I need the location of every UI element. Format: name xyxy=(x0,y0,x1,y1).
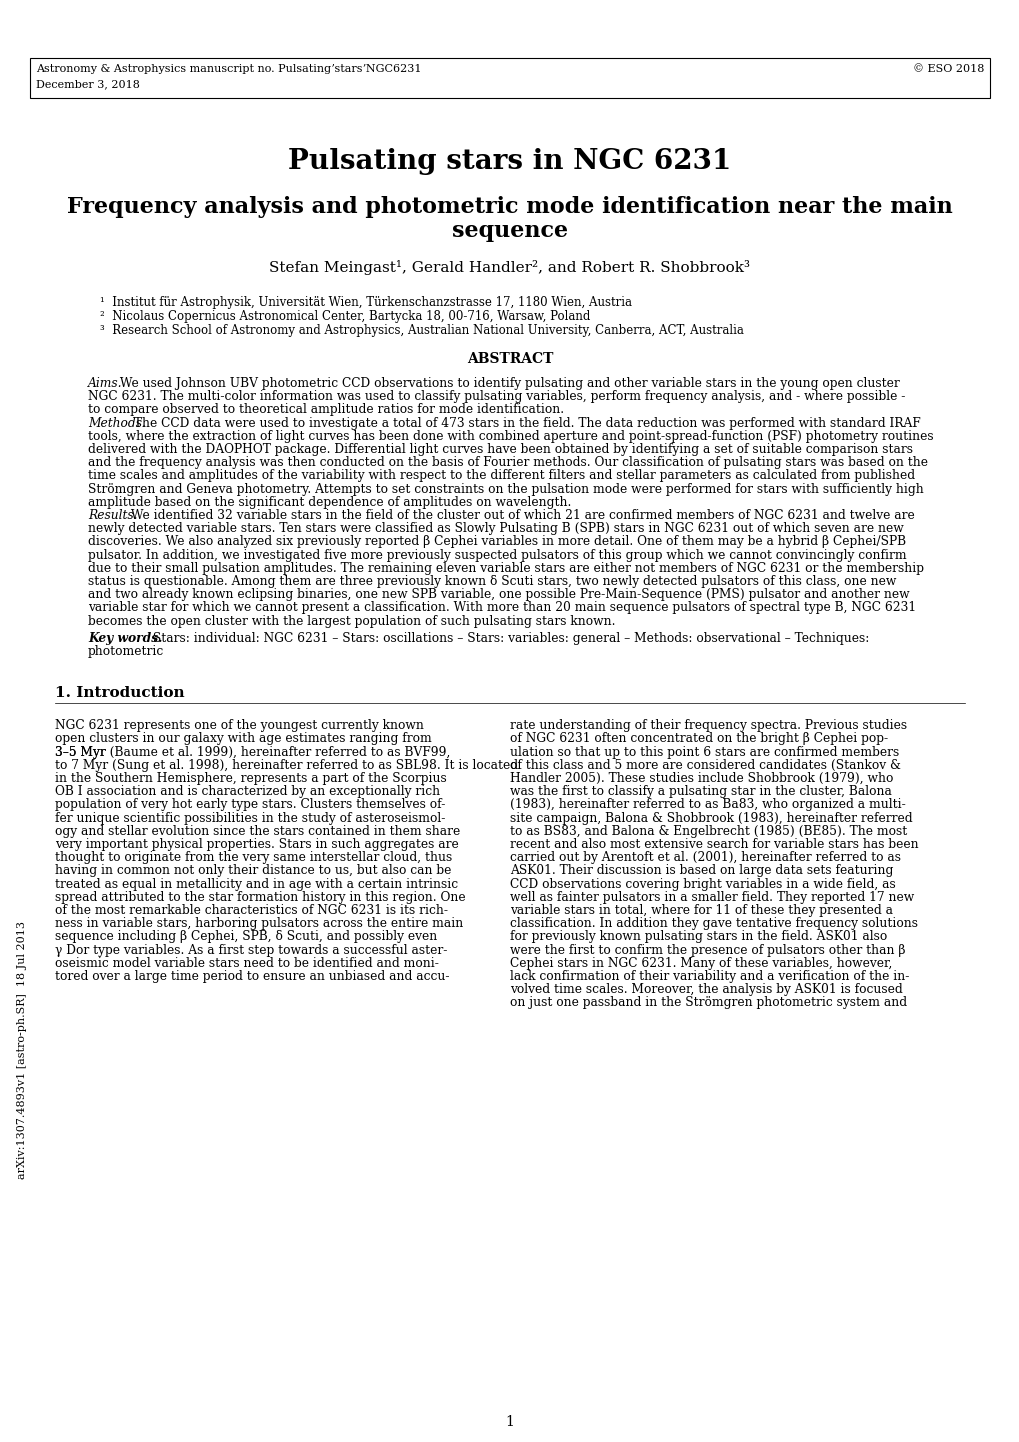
Text: classification. In addition they gave tentative frequency solutions: classification. In addition they gave te… xyxy=(510,917,917,930)
Text: population of very hot early type stars. Clusters themselves of-: population of very hot early type stars.… xyxy=(55,799,445,812)
Text: 3–5 Myr (Baume et al. 1999), hereinafter referred to as BVF99,: 3–5 Myr (Baume et al. 1999), hereinafter… xyxy=(55,746,450,758)
Text: Astronomy & Astrophysics manuscript no. PulsatingʼstarsʼNGC6231: Astronomy & Astrophysics manuscript no. … xyxy=(36,63,421,74)
Text: Strömgren and Geneva photometry. Attempts to set constraints on the pulsation mo: Strömgren and Geneva photometry. Attempt… xyxy=(88,483,923,496)
Text: to compare observed to theoretical amplitude ratios for mode identification.: to compare observed to theoretical ampli… xyxy=(88,404,564,417)
Bar xyxy=(30,58,989,98)
Text: of the most remarkable characteristics of NGC 6231 is its rich-: of the most remarkable characteristics o… xyxy=(55,904,447,917)
Text: for previously known pulsating stars in the field. ASK01 also: for previously known pulsating stars in … xyxy=(510,930,887,943)
Text: December 3, 2018: December 3, 2018 xyxy=(36,79,140,89)
Text: thought to originate from the very same interstellar cloud, thus: thought to originate from the very same … xyxy=(55,851,451,864)
Text: ³  Research School of Astronomy and Astrophysics, Australian National University: ³ Research School of Astronomy and Astro… xyxy=(100,324,743,337)
Text: γ Dor type variables. As a first step towards a successful aster-: γ Dor type variables. As a first step to… xyxy=(55,943,447,956)
Text: carried out by Arentoft et al. (2001), hereinafter referred to as: carried out by Arentoft et al. (2001), h… xyxy=(510,851,900,864)
Text: arXiv:1307.4893v1 [astro-ph.SR]  18 Jul 2013: arXiv:1307.4893v1 [astro-ph.SR] 18 Jul 2… xyxy=(17,921,26,1180)
Text: 1. Introduction: 1. Introduction xyxy=(55,686,184,701)
Text: fer unique scientific possibilities in the study of asteroseismol-: fer unique scientific possibilities in t… xyxy=(55,812,445,825)
Text: variable stars in total, where for 11 of these they presented a: variable stars in total, where for 11 of… xyxy=(510,904,892,917)
Text: to as BS83, and Balona & Engelbrecht (1985) (BE85). The most: to as BS83, and Balona & Engelbrecht (19… xyxy=(510,825,906,838)
Text: Stefan Meingast¹, Gerald Handler², and Robert R. Shobbrook³: Stefan Meingast¹, Gerald Handler², and R… xyxy=(269,260,750,275)
Text: status is questionable. Among them are three previously known δ Scuti stars, two: status is questionable. Among them are t… xyxy=(88,575,896,588)
Text: were the first to confirm the presence of pulsators other than β: were the first to confirm the presence o… xyxy=(510,943,905,956)
Text: Key words.: Key words. xyxy=(88,632,162,645)
Text: ogy and stellar evolution since the stars contained in them share: ogy and stellar evolution since the star… xyxy=(55,825,460,838)
Text: rate understanding of their frequency spectra. Previous studies: rate understanding of their frequency sp… xyxy=(510,720,906,733)
Text: of this class and 5 more are considered candidates (Stankov &: of this class and 5 more are considered … xyxy=(510,758,900,771)
Text: Stars: individual: NGC 6231 – Stars: oscillations – Stars: variables: general – : Stars: individual: NGC 6231 – Stars: osc… xyxy=(149,632,868,645)
Text: having in common not only their distance to us, but also can be: having in common not only their distance… xyxy=(55,864,451,877)
Text: variable star for which we cannot present a classification. With more than 20 ma: variable star for which we cannot presen… xyxy=(88,601,915,614)
Text: Results.: Results. xyxy=(88,509,138,522)
Text: 1: 1 xyxy=(505,1415,514,1429)
Text: discoveries. We also analyzed six previously reported β Cephei variables in more: discoveries. We also analyzed six previo… xyxy=(88,535,905,548)
Text: (1983), hereinafter referred to as Ba83, who organized a multi-: (1983), hereinafter referred to as Ba83,… xyxy=(510,799,905,812)
Text: delivered with the DAOPHOT package. Differential light curves have been obtained: delivered with the DAOPHOT package. Diff… xyxy=(88,443,912,456)
Text: and the frequency analysis was then conducted on the basis of Fourier methods. O: and the frequency analysis was then cond… xyxy=(88,456,927,469)
Text: © ESO 2018: © ESO 2018 xyxy=(912,63,983,74)
Text: ulation so that up to this point 6 stars are confirmed members: ulation so that up to this point 6 stars… xyxy=(510,746,899,758)
Text: ness in variable stars, harboring pulsators across the entire main: ness in variable stars, harboring pulsat… xyxy=(55,917,463,930)
Text: of NGC 6231 often concentrated on the bright β Cephei pop-: of NGC 6231 often concentrated on the br… xyxy=(510,733,888,746)
Text: ABSTRACT: ABSTRACT xyxy=(467,352,552,366)
Text: sequence: sequence xyxy=(451,221,568,242)
Text: on just one passband in the Strömgren photometric system and: on just one passband in the Strömgren ph… xyxy=(510,996,906,1009)
Text: newly detected variable stars. Ten stars were classified as Slowly Pulsating B (: newly detected variable stars. Ten stars… xyxy=(88,522,903,535)
Text: pulsator. In addition, we investigated five more previously suspected pulsators : pulsator. In addition, we investigated f… xyxy=(88,548,906,561)
Text: sequence including β Cephei, SPB, δ Scuti, and possibly even: sequence including β Cephei, SPB, δ Scut… xyxy=(55,930,437,943)
Text: OB I association and is characterized by an exceptionally rich: OB I association and is characterized by… xyxy=(55,786,439,799)
Text: time scales and amplitudes of the variability with respect to the different filt: time scales and amplitudes of the variab… xyxy=(88,470,914,483)
Text: ASK01. Their discussion is based on large data sets featuring: ASK01. Their discussion is based on larg… xyxy=(510,864,893,877)
Text: in the Southern Hemisphere, represents a part of the Scorpius: in the Southern Hemisphere, represents a… xyxy=(55,771,446,784)
Text: well as fainter pulsators in a smaller field. They reported 17 new: well as fainter pulsators in a smaller f… xyxy=(510,891,913,904)
Text: tools, where the extraction of light curves has been done with combined aperture: tools, where the extraction of light cur… xyxy=(88,430,932,443)
Text: The CCD data were used to investigate a total of 473 stars in the field. The dat: The CCD data were used to investigate a … xyxy=(129,417,920,430)
Text: ¹  Institut für Astrophysik, Universität Wien, Türkenschanzstrasse 17, 1180 Wien: ¹ Institut für Astrophysik, Universität … xyxy=(100,296,632,309)
Text: 3–5 Myr: 3–5 Myr xyxy=(55,746,109,758)
Text: amplitude based on the significant dependence of amplitudes on wavelength.: amplitude based on the significant depen… xyxy=(88,496,571,509)
Text: due to their small pulsation amplitudes. The remaining eleven variable stars are: due to their small pulsation amplitudes.… xyxy=(88,562,923,575)
Text: lack confirmation of their variability and a verification of the in-: lack confirmation of their variability a… xyxy=(510,970,909,983)
Text: Methods.: Methods. xyxy=(88,417,146,430)
Text: We identified 32 variable stars in the field of the cluster out of which 21 are : We identified 32 variable stars in the f… xyxy=(127,509,914,522)
Text: volved time scales. Moreover, the analysis by ASK01 is focused: volved time scales. Moreover, the analys… xyxy=(510,983,902,996)
Text: ²  Nicolaus Copernicus Astronomical Center, Bartycka 18, 00-716, Warsaw, Poland: ² Nicolaus Copernicus Astronomical Cente… xyxy=(100,310,590,323)
Text: photometric: photometric xyxy=(88,645,164,658)
Text: tored over a large time period to ensure an unbiased and accu-: tored over a large time period to ensure… xyxy=(55,970,449,983)
Text: NGC 6231. The multi-color information was used to classify pulsating variables, : NGC 6231. The multi-color information wa… xyxy=(88,391,905,404)
Text: Handler 2005). These studies include Shobbrook (1979), who: Handler 2005). These studies include Sho… xyxy=(510,771,893,784)
Text: Pulsating stars in NGC 6231: Pulsating stars in NGC 6231 xyxy=(288,149,731,174)
Text: NGC 6231 represents one of the youngest currently known: NGC 6231 represents one of the youngest … xyxy=(55,720,424,733)
Text: We used Johnson UBV photometric CCD observations to identify pulsating and other: We used Johnson UBV photometric CCD obse… xyxy=(116,376,899,389)
Text: Cephei stars in NGC 6231. Many of these variables, however,: Cephei stars in NGC 6231. Many of these … xyxy=(510,957,892,970)
Text: site campaign, Balona & Shobbrook (1983), hereinafter referred: site campaign, Balona & Shobbrook (1983)… xyxy=(510,812,912,825)
Text: recent and also most extensive search for variable stars has been: recent and also most extensive search fo… xyxy=(510,838,918,851)
Text: CCD observations covering bright variables in a wide field, as: CCD observations covering bright variabl… xyxy=(510,878,895,891)
Text: Aims.: Aims. xyxy=(88,376,122,389)
Text: and two already known eclipsing binaries, one new SPB variable, one possible Pre: and two already known eclipsing binaries… xyxy=(88,588,909,601)
Text: spread attributed to the star formation history in this region. One: spread attributed to the star formation … xyxy=(55,891,465,904)
Text: becomes the open cluster with the largest population of such pulsating stars kno: becomes the open cluster with the larges… xyxy=(88,614,614,627)
Text: oseismic model variable stars need to be identified and moni-: oseismic model variable stars need to be… xyxy=(55,957,438,970)
Text: Frequency analysis and photometric mode identification near the main: Frequency analysis and photometric mode … xyxy=(67,196,952,218)
Text: was the first to classify a pulsating star in the cluster, Balona: was the first to classify a pulsating st… xyxy=(510,786,891,799)
Text: open clusters in our galaxy with age estimates ranging from: open clusters in our galaxy with age est… xyxy=(55,733,431,746)
Text: treated as equal in metallicity and in age with a certain intrinsic: treated as equal in metallicity and in a… xyxy=(55,878,458,891)
Text: very important physical properties. Stars in such aggregates are: very important physical properties. Star… xyxy=(55,838,459,851)
Text: to 7 Myr (Sung et al. 1998), hereinafter referred to as SBL98. It is located: to 7 Myr (Sung et al. 1998), hereinafter… xyxy=(55,758,518,771)
